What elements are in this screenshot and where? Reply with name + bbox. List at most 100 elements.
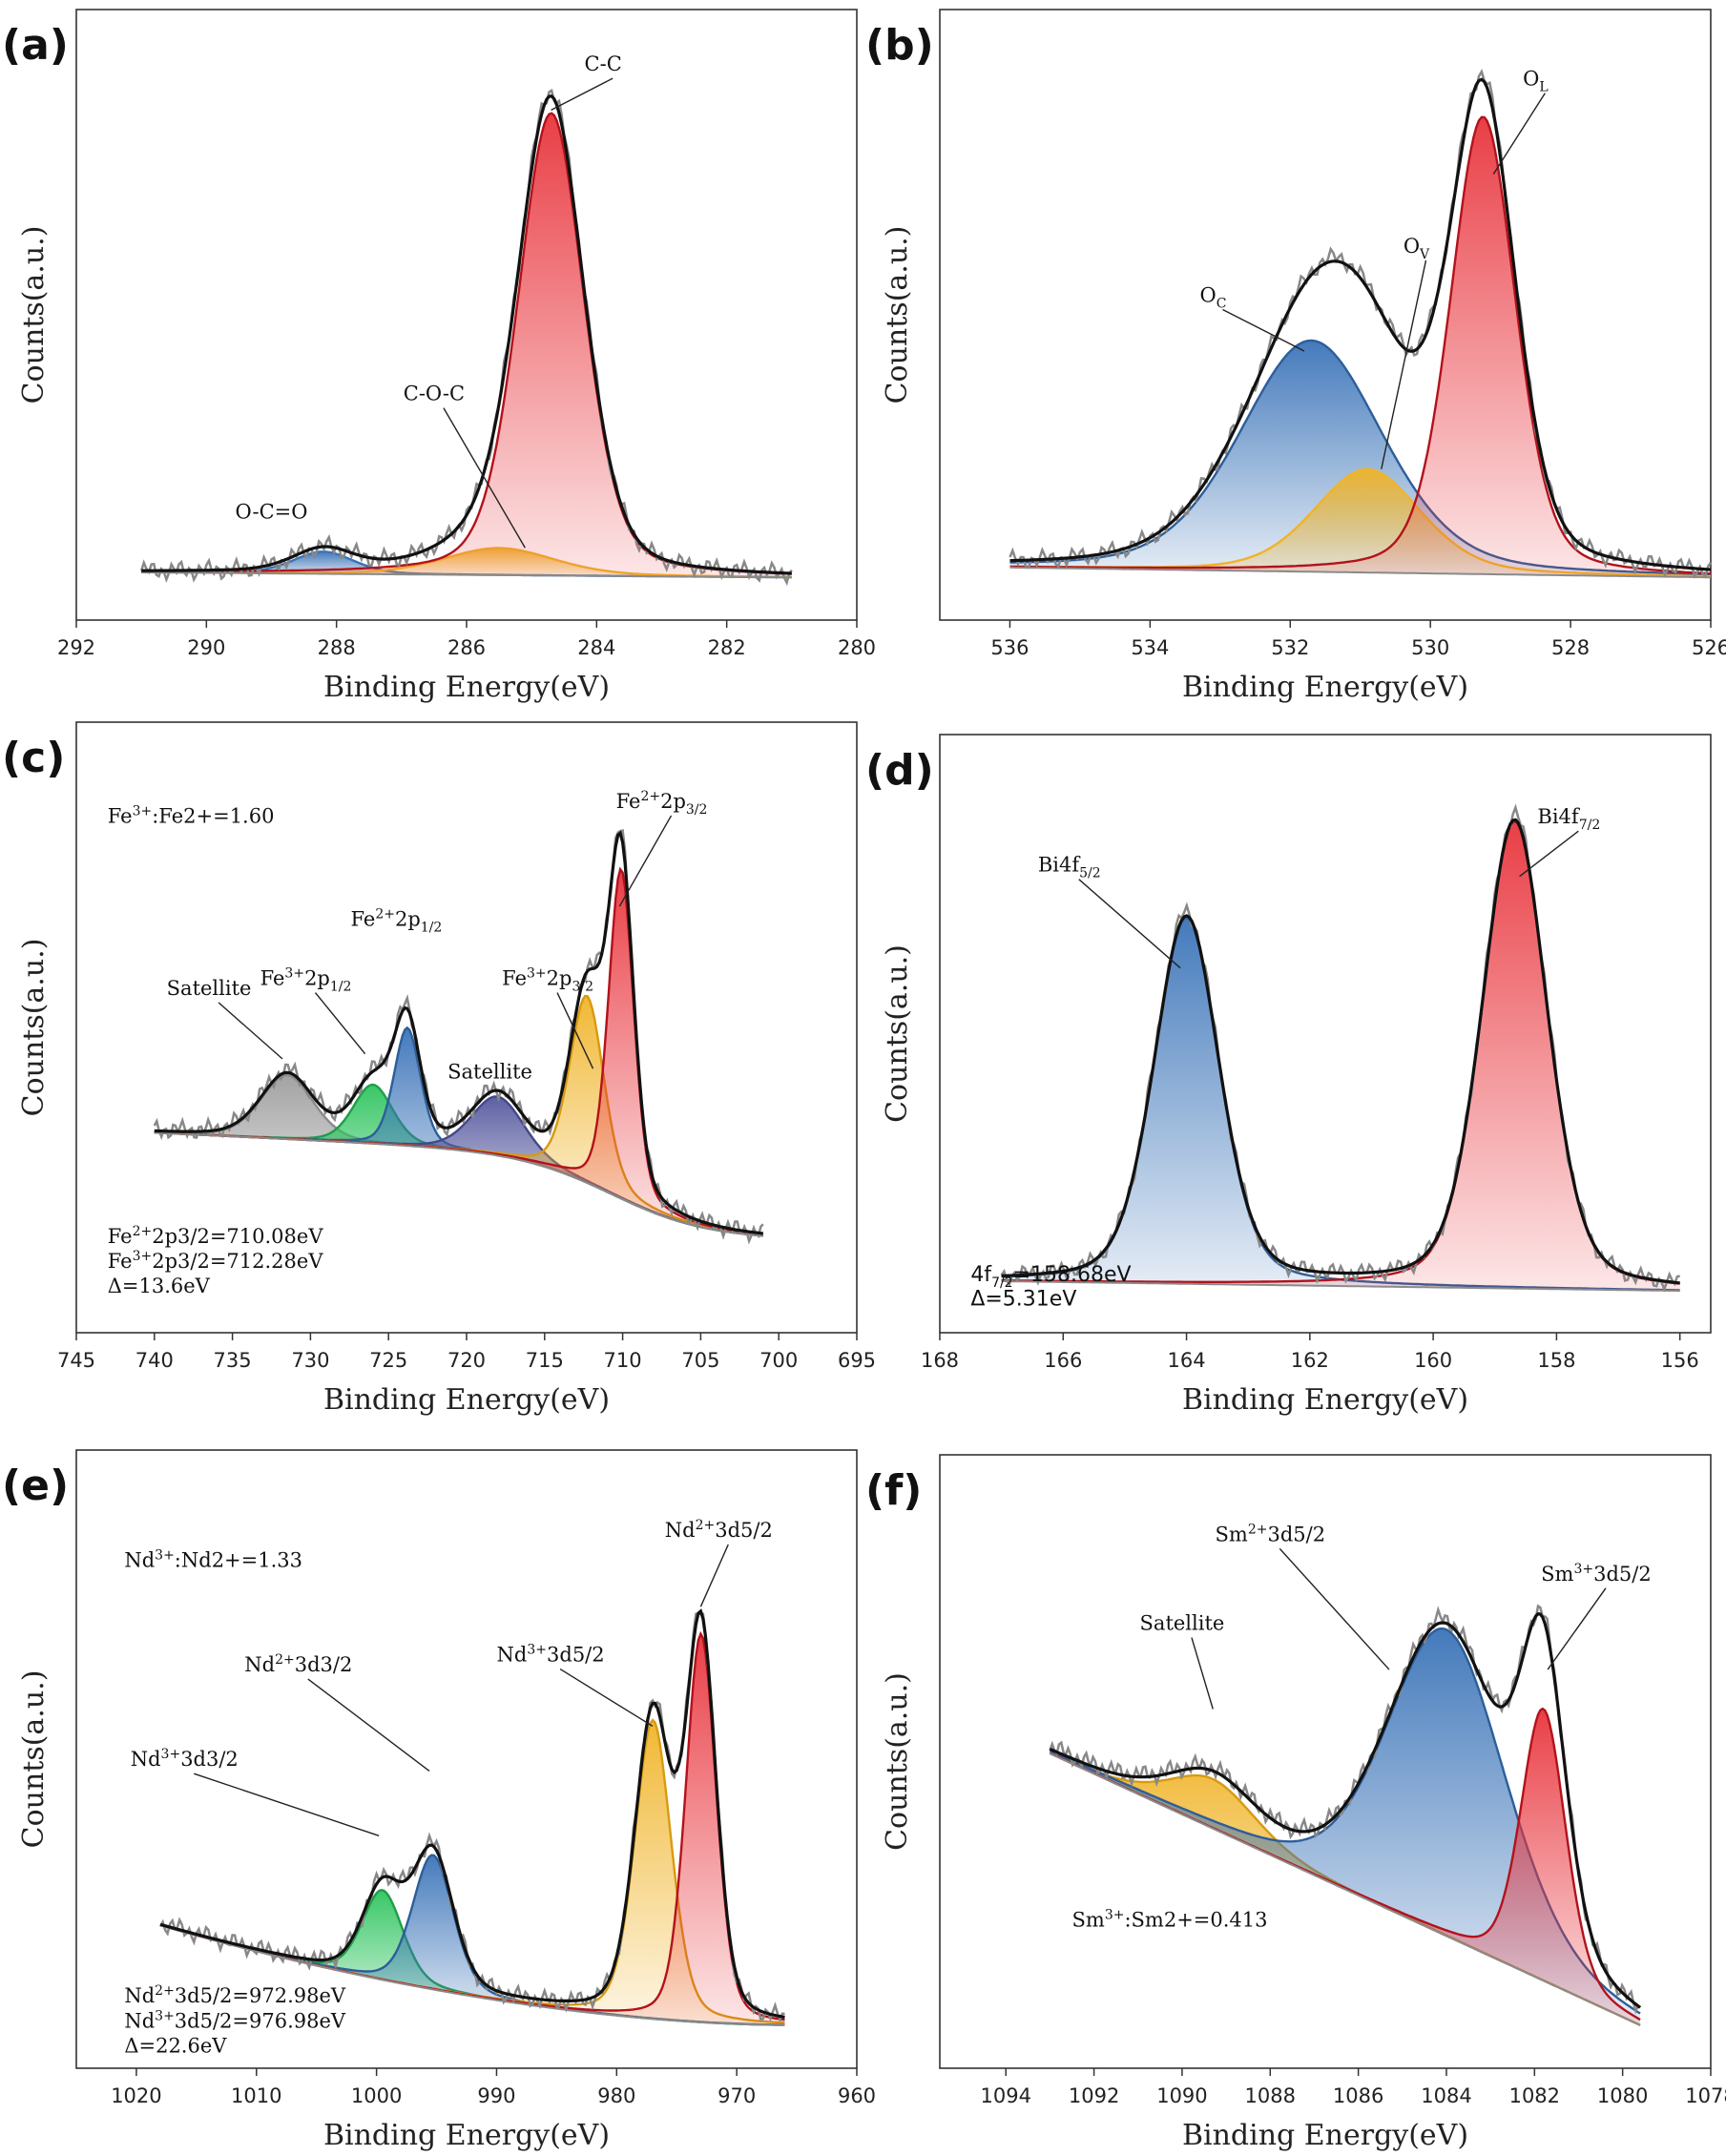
x-tick-label: 530 bbox=[1411, 636, 1449, 659]
x-tick-label: 532 bbox=[1271, 636, 1309, 659]
annotation-note: Nd3+3d5/2=976.98eV bbox=[124, 2008, 346, 2032]
component-fill-bi4f7-2 bbox=[1001, 820, 1680, 1292]
annotation-note: Nd3+:Nd2+=1.33 bbox=[124, 1547, 302, 1571]
fitted-envelope-line bbox=[159, 1608, 785, 2020]
peak-label-leader bbox=[443, 407, 526, 549]
component-fill-nd2-3d3-2 bbox=[160, 1855, 785, 2025]
x-tick-label: 1088 bbox=[1245, 2084, 1296, 2107]
peak-label-leader bbox=[618, 815, 673, 907]
peak-label-leader bbox=[218, 1002, 283, 1060]
peak-label: C-O-C bbox=[404, 383, 465, 405]
component-fill-nd2-3d5-2 bbox=[160, 1633, 785, 2025]
background-line bbox=[141, 571, 792, 579]
y-axis-title: Counts(a.u.) bbox=[881, 944, 914, 1123]
panel-label-f: (f) bbox=[865, 1466, 922, 1515]
x-tick-label: 735 bbox=[214, 1349, 252, 1372]
peak-label-leader bbox=[699, 1544, 729, 1607]
component-fill-fe2-2p3-2 bbox=[154, 869, 763, 1236]
chart-panel-d: 168 166 164 162 160 158 156 Binding Energy(eV) C… bbox=[865, 734, 1712, 1417]
peak-label-leader bbox=[1381, 259, 1427, 469]
component-fill-ol bbox=[1009, 116, 1711, 578]
y-axis-title: Counts(a.u.) bbox=[881, 226, 914, 404]
x-tick-label: 528 bbox=[1551, 636, 1590, 659]
background-line bbox=[154, 1131, 763, 1237]
chart-panel-e: 1020 1010 1000 990 980 970 960 Binding Energy(e… bbox=[2, 1449, 876, 2152]
x-tick-label: 1090 bbox=[1156, 2084, 1207, 2107]
peak-label-leader bbox=[559, 1668, 654, 1728]
y-axis-title: Counts(a.u.) bbox=[17, 1670, 51, 1849]
x-axis-title: Binding Energy(eV) bbox=[323, 2119, 610, 2152]
x-tick-label: 290 bbox=[187, 636, 225, 659]
x-tick-label: 168 bbox=[921, 1349, 959, 1372]
x-tick-label: 970 bbox=[717, 2084, 756, 2107]
x-tick-label: 162 bbox=[1291, 1349, 1329, 1372]
x-tick-label: 1094 bbox=[981, 2084, 1031, 2107]
raw-spectrum-line bbox=[153, 829, 764, 1245]
component-fill-nd3-3d5-2 bbox=[160, 1720, 785, 2025]
x-tick-label: 288 bbox=[318, 636, 356, 659]
background-line bbox=[159, 1924, 785, 2026]
x-tick-label: 1010 bbox=[231, 2084, 281, 2107]
peak-label: OL bbox=[1523, 68, 1549, 95]
peak-label-leader bbox=[1222, 308, 1305, 352]
peak-label: Nd3+3d3/2 bbox=[131, 1747, 239, 1771]
x-tick-label: 1086 bbox=[1333, 2084, 1383, 2107]
x-tick-label: 980 bbox=[597, 2084, 635, 2107]
x-tick-label: 740 bbox=[135, 1349, 174, 1372]
peak-label-leader bbox=[1519, 830, 1579, 878]
x-axis-title: Binding Energy(eV) bbox=[323, 671, 610, 704]
x-tick-label: 536 bbox=[990, 636, 1029, 659]
peak-label: Fe2+2p3/2 bbox=[616, 789, 708, 818]
chart-panel-f: 1094 1092 1090 1088 1086 1084 1082 1080 1078 Bind… bbox=[865, 1454, 1726, 2152]
peak-label-leader bbox=[551, 77, 613, 112]
x-tick-label: 1000 bbox=[351, 2084, 402, 2107]
peak-label-leader bbox=[556, 992, 594, 1069]
x-axis-title: Binding Energy(eV) bbox=[1182, 671, 1468, 704]
x-tick-label: 526 bbox=[1692, 636, 1726, 659]
peak-label: Sm2+3d5/2 bbox=[1216, 1522, 1326, 1545]
plot-frame bbox=[939, 734, 1712, 1334]
peak-label: C-C bbox=[585, 52, 622, 75]
peak-label-leader bbox=[1547, 1587, 1607, 1670]
x-tick-label: 960 bbox=[838, 2084, 876, 2107]
peak-label: Bi4f5/2 bbox=[1038, 854, 1101, 881]
fitted-envelope-line bbox=[154, 830, 763, 1235]
x-tick-label: 286 bbox=[447, 636, 486, 659]
peak-label: Nd2+3d5/2 bbox=[665, 1518, 773, 1542]
x-axis-title: Binding Energy(eV) bbox=[1182, 1383, 1468, 1417]
component-fill-sm3-3d5-2 bbox=[1050, 1709, 1641, 2025]
plot-frame bbox=[75, 1449, 858, 2069]
y-axis-title: Counts(a.u.) bbox=[17, 939, 51, 1117]
background-line bbox=[1049, 1752, 1641, 2026]
peak-label-leader bbox=[1279, 1547, 1390, 1670]
x-tick-label: 158 bbox=[1537, 1349, 1575, 1372]
x-tick-label: 720 bbox=[447, 1349, 486, 1372]
peak-label-leader bbox=[1492, 93, 1546, 175]
panel-label-d: (d) bbox=[865, 746, 934, 795]
peak-label-leader bbox=[194, 1772, 380, 1836]
y-axis-title: Counts(a.u.) bbox=[17, 226, 51, 404]
component-line-ol bbox=[1009, 115, 1712, 575]
x-tick-label: 284 bbox=[577, 636, 615, 659]
x-tick-label: 1084 bbox=[1421, 2084, 1471, 2107]
background-line bbox=[1009, 566, 1711, 579]
plot-frame bbox=[939, 9, 1712, 621]
component-fill-satellite-1 bbox=[154, 1075, 763, 1236]
plot-frame bbox=[75, 9, 858, 621]
peak-label: Nd3+3d5/2 bbox=[497, 1643, 605, 1667]
annotation-note: Fe3+2p3/2=712.28eV bbox=[108, 1249, 324, 1273]
annotation-note: Fe3+:Fe2+=1.60 bbox=[108, 803, 275, 827]
chart-panel-b: 536 534 532 530 528 526 Binding Energy(eV) Coun… bbox=[865, 9, 1726, 704]
peak-label: Fe3+2p1/2 bbox=[260, 966, 352, 995]
peak-label: OC bbox=[1200, 283, 1227, 311]
x-tick-label: 1080 bbox=[1597, 2084, 1648, 2107]
x-tick-label: 282 bbox=[708, 636, 746, 659]
peak-label: OV bbox=[1404, 235, 1430, 262]
component-fill-oc bbox=[1009, 341, 1711, 578]
annotation-note: Nd2+3d5/2=972.98eV bbox=[124, 1983, 346, 2007]
x-tick-label: 292 bbox=[57, 636, 95, 659]
x-tick-label: 695 bbox=[838, 1349, 876, 1372]
x-tick-label: 280 bbox=[838, 636, 876, 659]
x-tick-label: 1078 bbox=[1685, 2084, 1726, 2107]
